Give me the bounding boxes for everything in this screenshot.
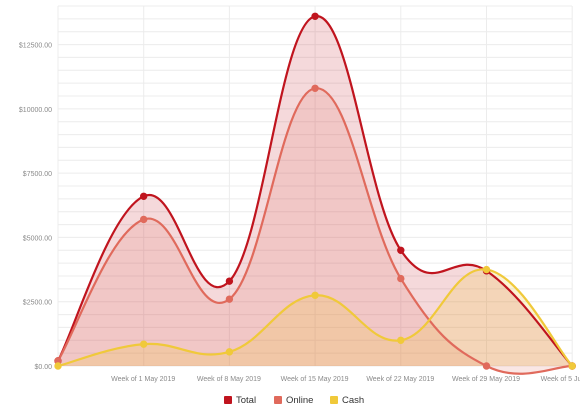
legend: Total Online Cash: [224, 395, 364, 406]
data-point-cash[interactable]: [225, 348, 234, 356]
data-point-online[interactable]: [225, 295, 234, 303]
series-area-cash: [58, 269, 573, 366]
legend-item-total[interactable]: Total: [224, 395, 256, 406]
y-tick-label: $12500.00: [19, 43, 52, 50]
x-tick-label: Week of 29 May 2019: [452, 376, 520, 383]
data-point-total[interactable]: [397, 246, 405, 254]
legend-swatch: [224, 396, 232, 404]
legend-item-online[interactable]: Online: [274, 395, 313, 406]
legend-label: Total: [236, 395, 256, 406]
x-tick-label: Week of 8 May 2019: [197, 376, 261, 383]
legend-swatch: [274, 396, 282, 404]
data-point-online[interactable]: [140, 215, 148, 224]
data-point-total[interactable]: [225, 277, 234, 285]
x-tick-label: Week of 15 May 2019: [281, 376, 349, 383]
x-tick-label: Week of 1 May 2019: [111, 376, 175, 383]
data-point-cash[interactable]: [397, 336, 405, 344]
data-point-cash[interactable]: [54, 362, 62, 370]
grid: [57, 5, 573, 367]
legend-label: Online: [286, 395, 313, 406]
y-tick-label: $2500.00: [23, 300, 52, 307]
data-point-online[interactable]: [311, 84, 319, 92]
legend-item-cash[interactable]: Cash: [330, 395, 364, 406]
y-tick-label: $0.00: [34, 364, 52, 371]
series-area-online: [58, 88, 573, 374]
data-point-cash[interactable]: [311, 291, 319, 299]
data-point-total[interactable]: [311, 12, 319, 20]
y-tick-label: $10000.00: [19, 107, 52, 114]
y-axis-ticks: $0.00 $2500.00 $5000.00 $7500.00 $10000.00 $1…: [19, 43, 52, 371]
y-tick-label: $7500.00: [23, 171, 52, 178]
x-axis-ticks: Week of 1 May 2019 Week of 8 May 2019 Week…: [111, 376, 580, 383]
series-areas: [58, 16, 573, 374]
data-point-online[interactable]: [397, 274, 405, 283]
data-point-total[interactable]: [140, 192, 148, 200]
series-area-total: [58, 16, 573, 366]
legend-label: Cash: [342, 395, 364, 406]
data-point-cash[interactable]: [140, 340, 148, 348]
x-tick-label: Week of 22 May 2019: [366, 376, 434, 383]
x-tick-label: Week of 5 Jun 2019: [541, 376, 580, 383]
data-point-cash[interactable]: [482, 265, 491, 274]
y-tick-label: $5000.00: [23, 235, 52, 242]
data-points: [54, 12, 576, 370]
legend-swatch: [330, 396, 338, 404]
data-point-cash[interactable]: [568, 362, 576, 370]
data-point-online[interactable]: [482, 362, 491, 370]
